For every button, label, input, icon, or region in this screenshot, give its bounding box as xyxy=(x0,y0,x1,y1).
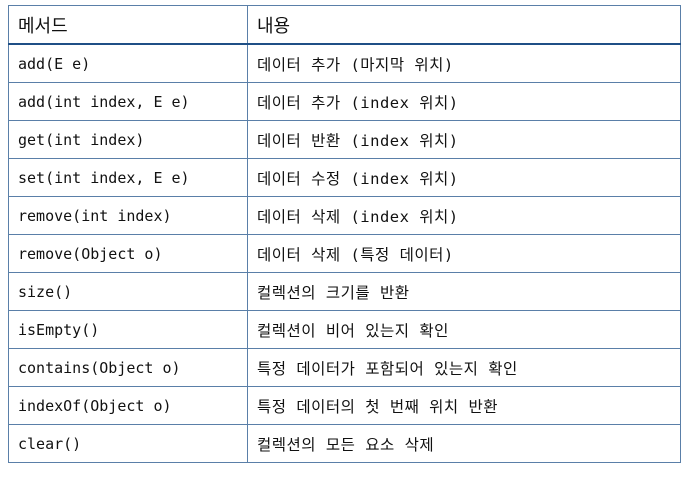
description-cell: 데이터 추가 (마지막 위치) xyxy=(247,43,681,83)
method-cell: size() xyxy=(8,272,248,311)
method-cell: isEmpty() xyxy=(8,310,248,349)
method-cell: add(int index, E e) xyxy=(8,82,248,121)
table-row: remove(Object o) 데이터 삭제 (특정 데이터) xyxy=(8,234,681,273)
method-cell: remove(Object o) xyxy=(8,234,248,273)
description-cell: 데이터 반환 (index 위치) xyxy=(247,120,681,159)
method-cell: clear() xyxy=(8,424,248,463)
table-row: get(int index) 데이터 반환 (index 위치) xyxy=(8,120,681,159)
table-row: set(int index, E e) 데이터 수정 (index 위치) xyxy=(8,158,681,197)
description-cell: 데이터 삭제 (특정 데이터) xyxy=(247,234,681,273)
column-header-description: 내용 xyxy=(247,5,681,45)
description-cell: 데이터 삭제 (index 위치) xyxy=(247,196,681,235)
column-header-method: 메서드 xyxy=(8,5,248,45)
description-cell: 컬렉션의 크기를 반환 xyxy=(247,272,681,311)
method-cell: set(int index, E e) xyxy=(8,158,248,197)
table-row: contains(Object o) 특정 데이터가 포함되어 있는지 확인 xyxy=(8,348,681,387)
method-cell: add(E e) xyxy=(8,43,248,83)
table-row: clear() 컬렉션의 모든 요소 삭제 xyxy=(8,424,681,463)
method-cell: get(int index) xyxy=(8,120,248,159)
method-cell: remove(int index) xyxy=(8,196,248,235)
method-cell: indexOf(Object o) xyxy=(8,386,248,425)
table-row: size() 컬렉션의 크기를 반환 xyxy=(8,272,681,311)
method-table-container: 메서드 내용 add(E e) 데이터 추가 (마지막 위치) add(int … xyxy=(8,5,681,463)
table-row: add(E e) 데이터 추가 (마지막 위치) xyxy=(8,43,681,83)
table-row: add(int index, E e) 데이터 추가 (index 위치) xyxy=(8,82,681,121)
description-cell: 컬렉션의 모든 요소 삭제 xyxy=(247,424,681,463)
method-table: 메서드 내용 add(E e) 데이터 추가 (마지막 위치) add(int … xyxy=(8,5,681,463)
method-cell: contains(Object o) xyxy=(8,348,248,387)
description-cell: 데이터 수정 (index 위치) xyxy=(247,158,681,197)
table-row: indexOf(Object o) 특정 데이터의 첫 번째 위치 반환 xyxy=(8,386,681,425)
table-header-row: 메서드 내용 xyxy=(8,5,681,45)
description-cell: 특정 데이터가 포함되어 있는지 확인 xyxy=(247,348,681,387)
table-row: remove(int index) 데이터 삭제 (index 위치) xyxy=(8,196,681,235)
description-cell: 컬렉션이 비어 있는지 확인 xyxy=(247,310,681,349)
table-row: isEmpty() 컬렉션이 비어 있는지 확인 xyxy=(8,310,681,349)
description-cell: 데이터 추가 (index 위치) xyxy=(247,82,681,121)
description-cell: 특정 데이터의 첫 번째 위치 반환 xyxy=(247,386,681,425)
